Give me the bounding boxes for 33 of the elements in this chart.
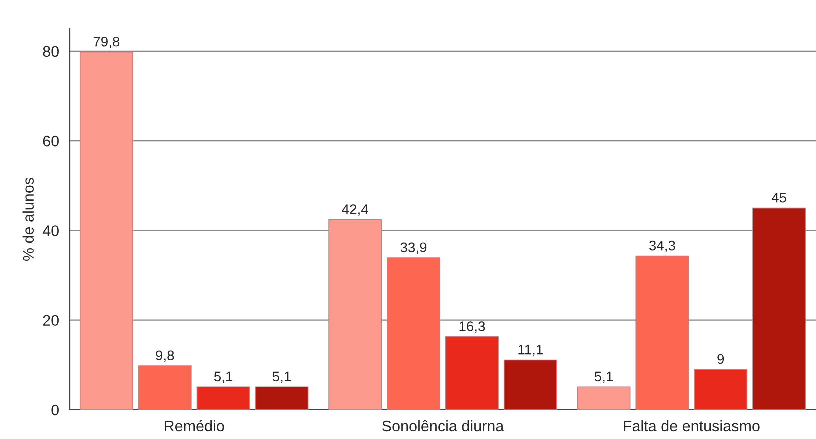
y-tick-label: 0 bbox=[52, 404, 59, 416]
data-label: 5,1 bbox=[272, 372, 291, 384]
data-label: 16,3 bbox=[460, 322, 486, 334]
data-label: 9,8 bbox=[156, 350, 174, 362]
data-label: 34,3 bbox=[649, 240, 676, 252]
bar bbox=[752, 208, 806, 410]
data-label: 11,1 bbox=[518, 345, 543, 356]
bar bbox=[255, 386, 309, 410]
y-tick-label: 60 bbox=[43, 136, 59, 147]
data-label: 45 bbox=[772, 193, 786, 203]
bar bbox=[446, 336, 499, 410]
data-label: 79,8 bbox=[94, 36, 120, 48]
bar bbox=[196, 386, 250, 410]
bar bbox=[504, 360, 558, 410]
bar bbox=[636, 256, 690, 410]
bar bbox=[138, 366, 192, 410]
x-tick-label: Remédio bbox=[165, 420, 224, 432]
bar bbox=[328, 220, 382, 410]
data-label: 42,4 bbox=[342, 204, 368, 216]
y-axis-title: % de alunos bbox=[22, 178, 34, 261]
x-tick-label: Sonolência diurna bbox=[382, 420, 504, 432]
bar bbox=[577, 386, 631, 410]
bar bbox=[387, 258, 440, 410]
data-label: 33,9 bbox=[400, 242, 427, 254]
x-tick-label: Falta de entusiasmo bbox=[624, 420, 760, 432]
y-tick-label: 20 bbox=[43, 315, 59, 326]
data-label: 5,1 bbox=[594, 372, 613, 384]
y-tick-label: 80 bbox=[43, 46, 59, 58]
data-label: 9 bbox=[718, 354, 724, 364]
y-tick-label: 40 bbox=[42, 226, 59, 236]
data-label: 5,1 bbox=[214, 372, 233, 384]
bar bbox=[694, 369, 748, 410]
bar bbox=[80, 52, 134, 410]
